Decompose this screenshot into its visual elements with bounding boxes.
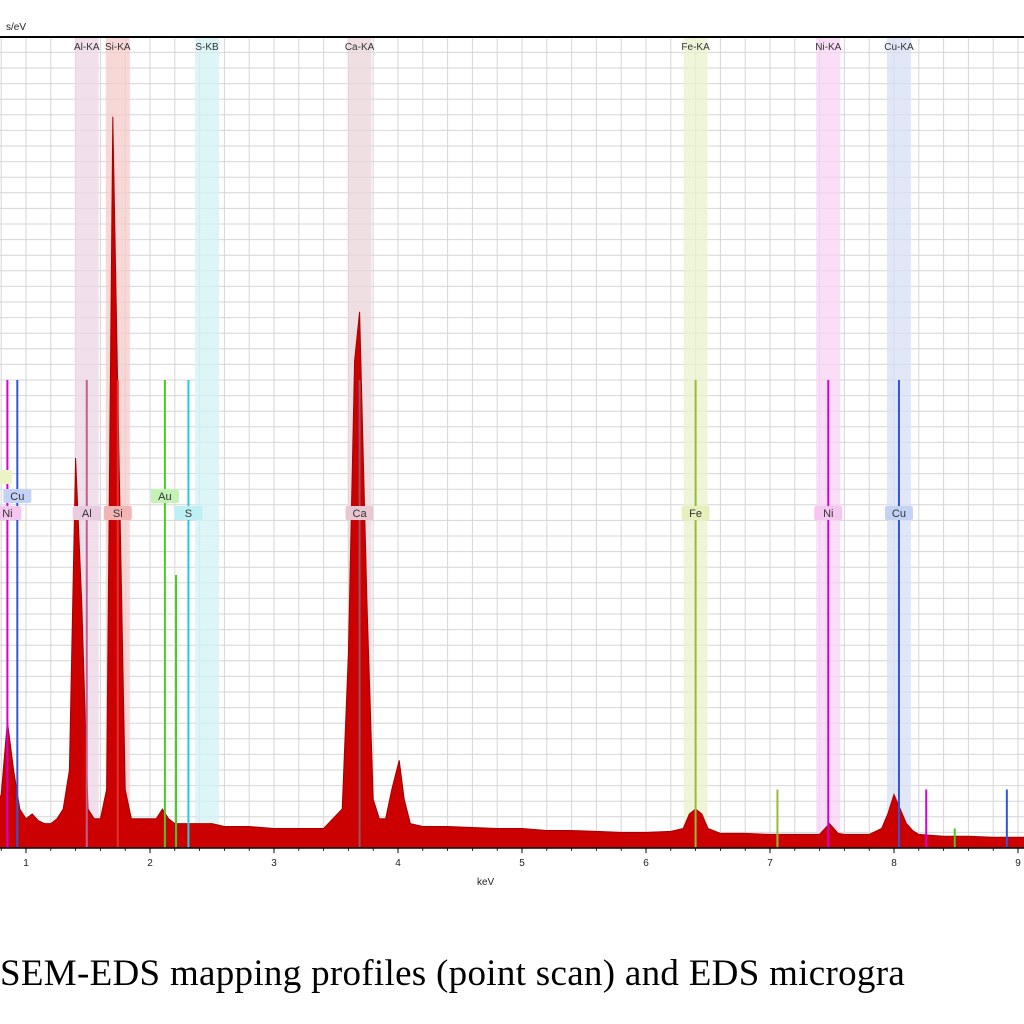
x-tick-label: 4: [395, 858, 401, 869]
element-tag: [884, 506, 913, 520]
element-tags: Ni Cu Al Si Au S Ca Fe Ni Cu: [0, 470, 913, 520]
x-tick-label: 3: [271, 858, 277, 869]
element-tag-label: Al: [82, 508, 92, 520]
element-tag-label: Si: [113, 508, 123, 520]
x-tick-label: 6: [643, 858, 649, 869]
spectrum-area: [0, 116, 1024, 849]
element-band-label: Ca-KA: [345, 42, 375, 53]
element-lines: [6, 380, 1008, 848]
x-tick-label: 1: [23, 858, 29, 869]
element-band-label: Fe-KA: [681, 42, 710, 53]
axes: 1 2 3 4 5 6 7 8 9: [0, 36, 1024, 869]
element-tag: [345, 506, 374, 520]
y-axis-label: s/eV: [6, 22, 26, 33]
x-axis-label: keV: [477, 877, 495, 888]
element-tag: [72, 506, 101, 520]
element-tag: [103, 506, 132, 520]
x-tick-label: 2: [147, 858, 153, 869]
element-tag-label: Ni: [823, 508, 833, 520]
element-tag: [3, 489, 32, 503]
x-tick-label: 8: [891, 858, 897, 869]
x-tick-label: 9: [1015, 858, 1021, 869]
element-tag: [174, 506, 203, 520]
x-tick-label: 5: [519, 858, 525, 869]
grid: [0, 37, 1024, 849]
figure-caption: SEM-EDS mapping profiles (point scan) an…: [0, 953, 906, 994]
x-tick-label: 7: [767, 858, 773, 869]
element-tag-label: Cu: [892, 508, 906, 520]
element-band-label: Cu-KA: [884, 42, 914, 53]
element-tag-label: Fe: [689, 508, 702, 520]
element-band-label: Al-KA: [74, 42, 100, 53]
element-band-label: Si-KA: [105, 42, 131, 53]
element-tag: [814, 506, 843, 520]
element-tag: [0, 506, 22, 520]
element-tag-label: Ca: [353, 508, 368, 520]
element-tag: [0, 470, 12, 484]
element-tag-label: Cu: [10, 491, 24, 503]
element-tag: [150, 489, 179, 503]
element-tag-label: Ni: [2, 508, 12, 520]
element-tag: [681, 506, 710, 520]
element-band-label: S-KB: [195, 42, 219, 53]
element-band-label: Ni-KA: [815, 42, 841, 53]
spectrum-series: [0, 116, 1024, 849]
element-tag-label: S: [185, 508, 192, 520]
element-band: [195, 37, 220, 848]
element-tag-label: Au: [158, 491, 171, 503]
